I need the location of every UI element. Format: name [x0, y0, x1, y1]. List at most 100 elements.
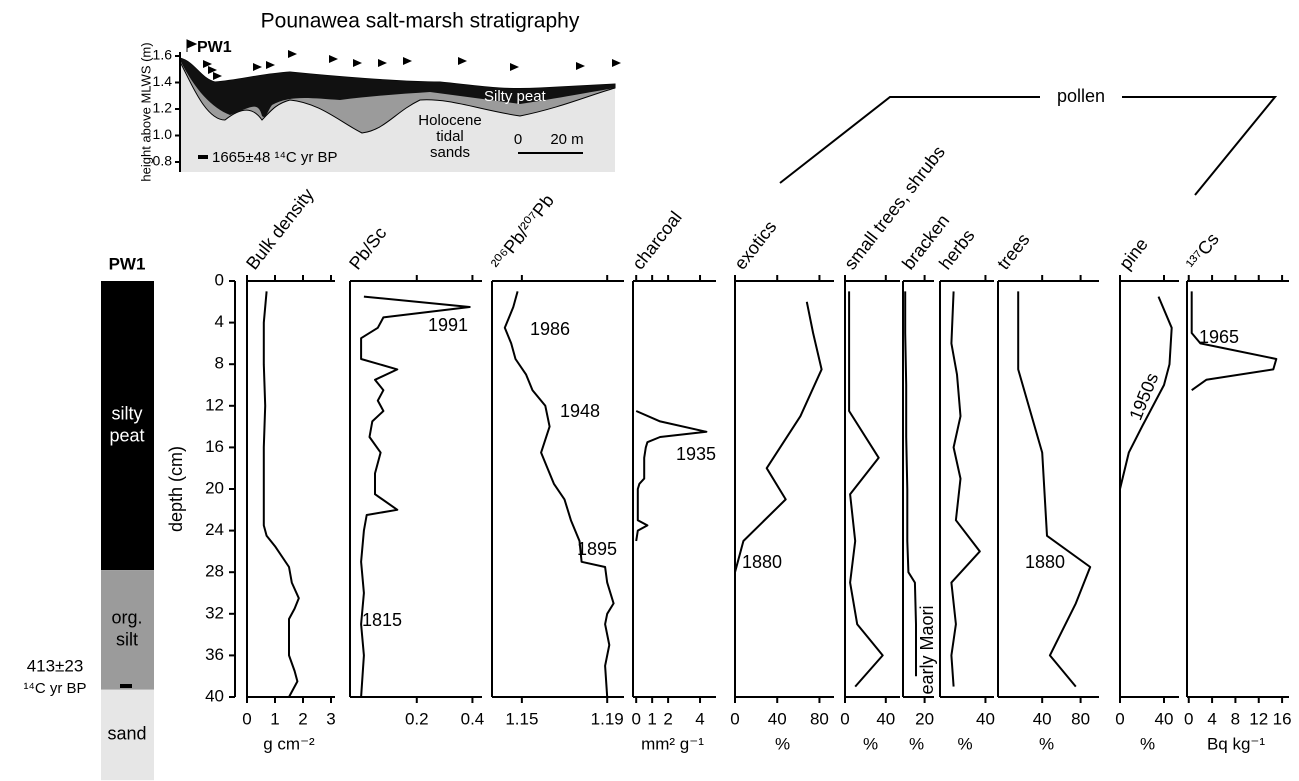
x-tick-label: 2: [298, 709, 307, 728]
annotation: 1895: [577, 539, 617, 559]
y-tick-label: 0.8: [153, 153, 173, 169]
inset-title: Pounawea salt-marsh stratigraphy: [261, 10, 580, 33]
profile-line: [264, 291, 299, 697]
core-unit-label: sand: [107, 724, 146, 744]
x-unit: %: [1140, 734, 1155, 753]
y-tick-label: 36: [205, 645, 224, 664]
y-tick-label: 0: [215, 270, 224, 289]
panel-title: charcoal: [628, 207, 686, 273]
date-marker: [198, 155, 208, 159]
profile-line: [636, 411, 706, 541]
x-tick-label: 16: [1273, 709, 1292, 728]
x-unit: %: [957, 734, 972, 753]
y-tick-label: 1.4: [153, 73, 173, 89]
panel-title: trees: [993, 230, 1033, 274]
annotation: 1815: [362, 610, 402, 630]
y-tick-label: 40: [205, 686, 224, 705]
x-tick-label: 12: [1249, 709, 1268, 728]
y-tick-label: 16: [205, 437, 224, 456]
figure: Pounawea salt-marsh stratigraphy 0.8 1.0 1.…: [0, 0, 1299, 781]
panel: 0 40 80% exotics 1880: [730, 217, 834, 754]
core-title: PW1: [109, 254, 146, 273]
annotation: 1991: [428, 315, 468, 335]
y-tick-label: 24: [205, 520, 224, 539]
x-unit: %: [863, 734, 878, 753]
x-tick-label: 0: [730, 709, 739, 728]
panel-title: ¹³⁷Cs: [1182, 229, 1223, 273]
core-label: PW1: [197, 39, 232, 56]
sand-label: sands: [430, 144, 470, 161]
panel-title: Bulk density: [242, 185, 318, 274]
x-unit: %: [909, 734, 924, 753]
x-tick-label: 0: [1115, 709, 1124, 728]
core-unit-label: peat: [109, 425, 144, 445]
annotation: 1880: [742, 552, 782, 572]
x-tick-label: 80: [1071, 709, 1090, 728]
x-tick-label: 1: [270, 709, 279, 728]
annotation: 1948: [560, 401, 600, 421]
x-tick-label: 40: [1033, 709, 1052, 728]
x-tick-label: 40: [876, 709, 895, 728]
profile-line: [1120, 297, 1172, 697]
core-date: 413±23: [27, 656, 84, 675]
x-tick-label: 40: [768, 709, 787, 728]
date-label: 1665±48 ¹⁴C yr BP: [212, 149, 338, 166]
core-unit-label: silt: [116, 630, 138, 650]
x-tick-label: 0: [242, 709, 251, 728]
scale-label: 20 m: [550, 131, 583, 148]
y-axis-label: depth (cm): [166, 446, 186, 532]
core-date: ¹⁴C yr BP: [23, 680, 86, 697]
profile-line: [905, 291, 916, 676]
y-tick-label: 1.2: [153, 100, 173, 116]
x-tick-label: 40: [1155, 709, 1174, 728]
y-tick-label: 20: [205, 478, 224, 497]
x-tick-label: 4: [1207, 709, 1216, 728]
profile-line: [951, 291, 979, 686]
x-tick-label: 0: [1184, 709, 1193, 728]
x-tick-label: 0: [631, 709, 640, 728]
x-tick-label: 1.15: [505, 709, 538, 728]
x-unit: %: [775, 734, 790, 753]
y-tick-label: 28: [205, 562, 224, 581]
y-tick-label: 4: [215, 312, 224, 331]
scale-label: 0: [514, 131, 522, 148]
panel-title: ²⁰⁶Pb/²⁰⁷Pb: [487, 191, 558, 274]
panel-title: Pb/Sc: [345, 223, 390, 273]
core-unit-label: org.: [111, 608, 142, 628]
x-tick-label: 4: [695, 709, 704, 728]
profile-line: [735, 302, 822, 572]
x-tick-label: 20: [915, 709, 934, 728]
x-unit: g cm⁻²: [263, 734, 315, 753]
panel-title: pine: [1115, 234, 1152, 273]
x-tick-label: 80: [810, 709, 829, 728]
y-tick-label: 12: [205, 395, 224, 414]
x-tick-label: 40: [976, 709, 995, 728]
x-unit: %: [1039, 734, 1054, 753]
y-tick-label: 1.6: [153, 47, 173, 63]
panel: 40 80% trees 1880: [993, 230, 1099, 754]
x-tick-label: 0: [840, 709, 849, 728]
x-unit: Bq kg⁻¹: [1207, 734, 1265, 753]
annotation: 1880: [1025, 552, 1065, 572]
x-tick-label: 8: [1231, 709, 1240, 728]
y-tick-label: 32: [205, 603, 224, 622]
y-tick-label: 8: [215, 354, 224, 373]
sand-label: Holocene: [418, 112, 481, 129]
profile-line: [1018, 291, 1090, 686]
panel: 40%herbs: [935, 226, 995, 754]
annotation: early Maori: [917, 605, 937, 694]
panel-title: exotics: [730, 217, 780, 273]
core-unit-label: silty: [112, 403, 143, 423]
y-tick-label: 1.0: [153, 126, 173, 142]
bracket-line: [1122, 97, 1275, 195]
pollen-bracket: [780, 97, 1275, 195]
sand-label: tidal: [436, 128, 464, 145]
annotation: 1965: [1199, 327, 1239, 347]
x-tick-label: 1.19: [591, 709, 624, 728]
annotation: 1935: [676, 444, 716, 464]
